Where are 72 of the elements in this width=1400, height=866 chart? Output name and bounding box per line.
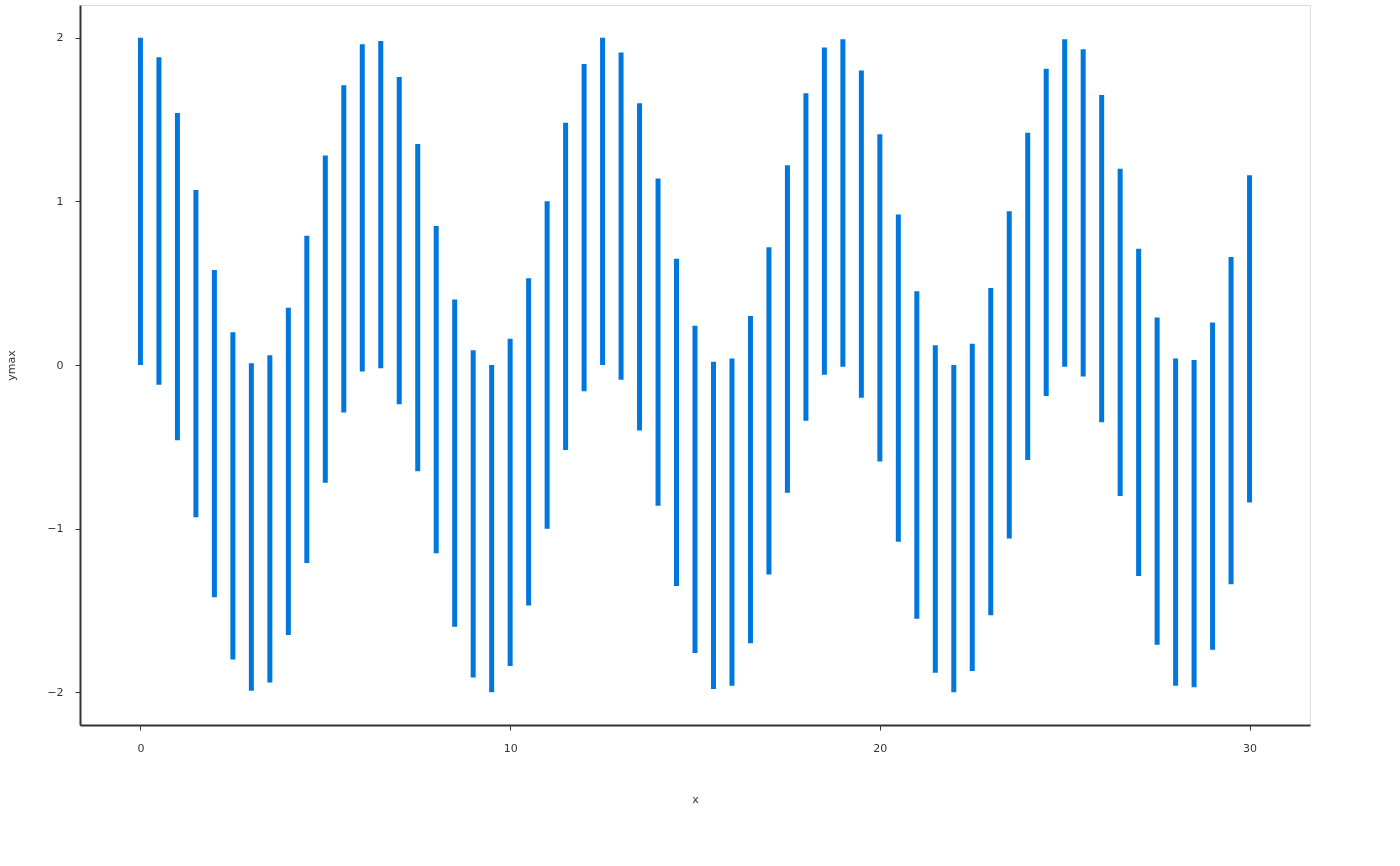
bar bbox=[674, 258, 680, 586]
bar bbox=[452, 299, 458, 627]
bar bbox=[470, 350, 476, 678]
bar bbox=[932, 345, 938, 673]
bar bbox=[895, 214, 901, 542]
bar bbox=[988, 288, 994, 616]
bar bbox=[1099, 95, 1105, 423]
bar bbox=[341, 85, 347, 413]
bar bbox=[1247, 175, 1253, 503]
bar bbox=[1210, 322, 1216, 650]
bar bbox=[359, 44, 365, 372]
bar bbox=[969, 343, 975, 671]
bar bbox=[858, 70, 864, 398]
bar bbox=[1136, 248, 1142, 577]
bar bbox=[1006, 211, 1012, 539]
bar bbox=[1173, 358, 1179, 686]
bar bbox=[803, 93, 809, 421]
bar bbox=[156, 57, 162, 385]
bar bbox=[951, 365, 957, 693]
bar bbox=[378, 41, 384, 369]
bar bbox=[1117, 168, 1123, 496]
x-tick-label: 20 bbox=[873, 741, 888, 755]
bar bbox=[211, 270, 217, 598]
bar bbox=[1228, 257, 1234, 585]
x-tick-label: 0 bbox=[137, 741, 145, 755]
bar bbox=[526, 278, 532, 606]
y-tick-label: −1 bbox=[47, 522, 64, 536]
bar bbox=[285, 307, 291, 635]
bar bbox=[563, 122, 569, 451]
bar bbox=[415, 144, 421, 472]
bar bbox=[914, 291, 920, 619]
bar bbox=[507, 338, 513, 667]
bar bbox=[618, 52, 624, 380]
bar bbox=[1080, 49, 1086, 377]
bar bbox=[1043, 68, 1049, 397]
bar bbox=[1191, 360, 1197, 688]
bar bbox=[396, 77, 402, 405]
bar bbox=[600, 37, 606, 365]
x-tick-label: 30 bbox=[1243, 741, 1258, 755]
bar bbox=[193, 189, 199, 518]
bar bbox=[1154, 317, 1160, 645]
bar bbox=[747, 315, 753, 644]
y-tick-label: 2 bbox=[56, 31, 64, 45]
bar bbox=[1025, 132, 1031, 460]
bar bbox=[581, 63, 587, 392]
bar bbox=[137, 37, 143, 365]
bar bbox=[322, 155, 328, 483]
bar bbox=[784, 165, 790, 493]
y-tick-label: 1 bbox=[56, 194, 64, 208]
y-tick-label: −2 bbox=[47, 685, 64, 699]
bar bbox=[174, 113, 180, 441]
bar bbox=[840, 39, 846, 367]
bar bbox=[304, 235, 310, 563]
y-axis-title: ymax bbox=[5, 349, 19, 381]
bar bbox=[267, 355, 273, 683]
bar bbox=[230, 332, 236, 660]
bar bbox=[766, 247, 772, 575]
bar bbox=[877, 134, 883, 462]
bar bbox=[433, 225, 439, 554]
bar bbox=[248, 363, 254, 691]
bar bbox=[710, 361, 716, 689]
bar bbox=[821, 47, 827, 375]
x-axis-title: x bbox=[692, 792, 700, 806]
x-tick-label: 10 bbox=[503, 741, 518, 755]
bar bbox=[729, 358, 735, 686]
bar bbox=[655, 178, 661, 506]
bar bbox=[1062, 39, 1068, 367]
bar bbox=[637, 103, 643, 431]
bar bbox=[692, 325, 698, 653]
y-tick-label: 0 bbox=[56, 358, 64, 372]
bar bbox=[544, 201, 550, 529]
bar bbox=[489, 365, 495, 693]
